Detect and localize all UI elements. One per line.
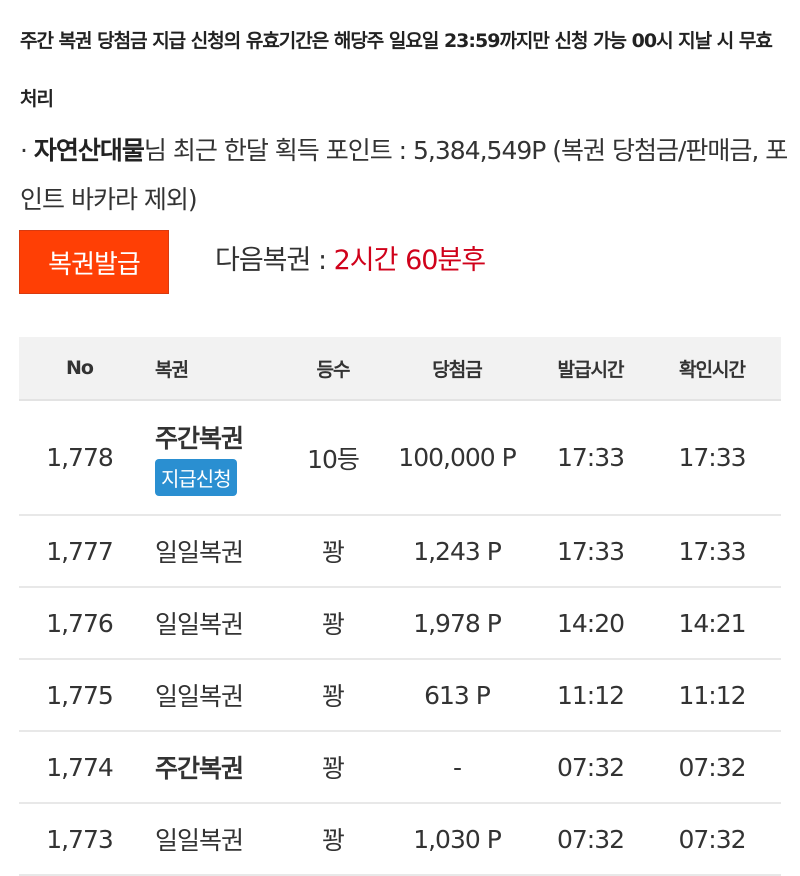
table-row: 1,775 일일복권 꽝 613 P 11:12 11:12 (19, 659, 781, 732)
next-lottery: 다음복권 : 2시간 60분후 (215, 238, 486, 277)
lottery-type: 일일복권 (155, 826, 244, 855)
lottery-type: 일일복권 (155, 538, 244, 567)
cell-rank: 꽝 (290, 587, 376, 660)
cell-prize: - (376, 731, 538, 804)
table-row: 1,774 주간복권 꽝 -07:32 07:32 (19, 731, 781, 804)
header-issued: 발급시간 (538, 337, 643, 401)
table-header: No 복권 등수 당첨금 발급시간 확인시간 (19, 337, 781, 401)
cell-type: 주간복권 (140, 731, 290, 804)
cell-issued: 07:32 (538, 731, 643, 804)
cell-no: 1,773 (19, 803, 140, 876)
table-row: 1,778 주간복권 지급신청 10등 100,000 P 17:33 17:33 (19, 400, 781, 516)
cell-prize: 100,000 P (376, 400, 538, 516)
header-prize: 당첨금 (376, 337, 538, 401)
header-rank: 등수 (290, 337, 376, 401)
cell-prize: 613 P (376, 659, 538, 732)
header-checked: 확인시간 (643, 337, 781, 401)
cell-type: 일일복권 (140, 587, 290, 660)
table-row: 1,776 일일복권 꽝 1,978 P 14:20 14:21 (19, 587, 781, 660)
bullet: · (20, 136, 28, 165)
table-row: 1,773 일일복권 꽝 1,030 P 07:32 07:32 (19, 803, 781, 876)
cell-rank: 꽝 (290, 659, 376, 732)
cell-issued: 17:33 (538, 400, 643, 516)
cell-checked: 11:12 (643, 659, 781, 732)
cell-no: 1,778 (19, 400, 140, 516)
cell-no: 1,774 (19, 731, 140, 804)
cell-rank: 10등 (290, 400, 376, 516)
cell-prize: 1,978 P (376, 587, 538, 660)
lottery-type: 일일복권 (155, 682, 244, 711)
next-label: 다음복권 : (215, 245, 334, 276)
lottery-type: 일일복권 (155, 610, 244, 639)
issue-lottery-button[interactable]: 복권발급 (19, 230, 169, 294)
cell-checked: 17:33 (643, 400, 781, 516)
cell-type: 일일복권 (140, 803, 290, 876)
lottery-type: 주간복권 (155, 424, 244, 453)
cell-type: 일일복권 (140, 659, 290, 732)
cell-checked: 07:32 (643, 731, 781, 804)
cell-checked: 07:32 (643, 803, 781, 876)
cell-issued: 17:33 (538, 515, 643, 588)
cell-rank: 꽝 (290, 731, 376, 804)
header-type: 복권 (140, 337, 290, 401)
points-text: 님 최근 한달 획득 포인트 : 5,384,549P (복권 당첨금/판매금,… (20, 136, 788, 214)
points-summary: · 자연산대물님 최근 한달 획득 포인트 : 5,384,549P (복권 당… (20, 126, 790, 224)
lottery-type: 주간복권 (155, 754, 244, 783)
cell-no: 1,775 (19, 659, 140, 732)
cell-rank: 꽝 (290, 803, 376, 876)
cell-issued: 07:32 (538, 803, 643, 876)
cell-no: 1,776 (19, 587, 140, 660)
cell-no: 1,777 (19, 515, 140, 588)
cell-checked: 17:33 (643, 515, 781, 588)
next-time: 2시간 60분후 (333, 245, 486, 276)
cell-issued: 14:20 (538, 587, 643, 660)
header-no: No (19, 337, 140, 401)
cell-prize: 1,243 P (376, 515, 538, 588)
claim-button[interactable]: 지급신청 (155, 459, 237, 496)
cell-type: 일일복권 (140, 515, 290, 588)
cell-prize: 1,030 P (376, 803, 538, 876)
lottery-table: No 복권 등수 당첨금 발급시간 확인시간 1,778 주간복권 지급신청 10등 1… (19, 337, 781, 876)
username: 자연산대물 (33, 136, 145, 165)
cell-checked: 14:21 (643, 587, 781, 660)
table-row: 1,777 일일복권 꽝 1,243 P 17:33 17:33 (19, 515, 781, 588)
cell-issued: 11:12 (538, 659, 643, 732)
cell-rank: 꽝 (290, 515, 376, 588)
notice-text: 주간 복권 당첨금 지급 신청의 유효기간은 해당주 일요일 23:59까지만 … (20, 30, 773, 110)
